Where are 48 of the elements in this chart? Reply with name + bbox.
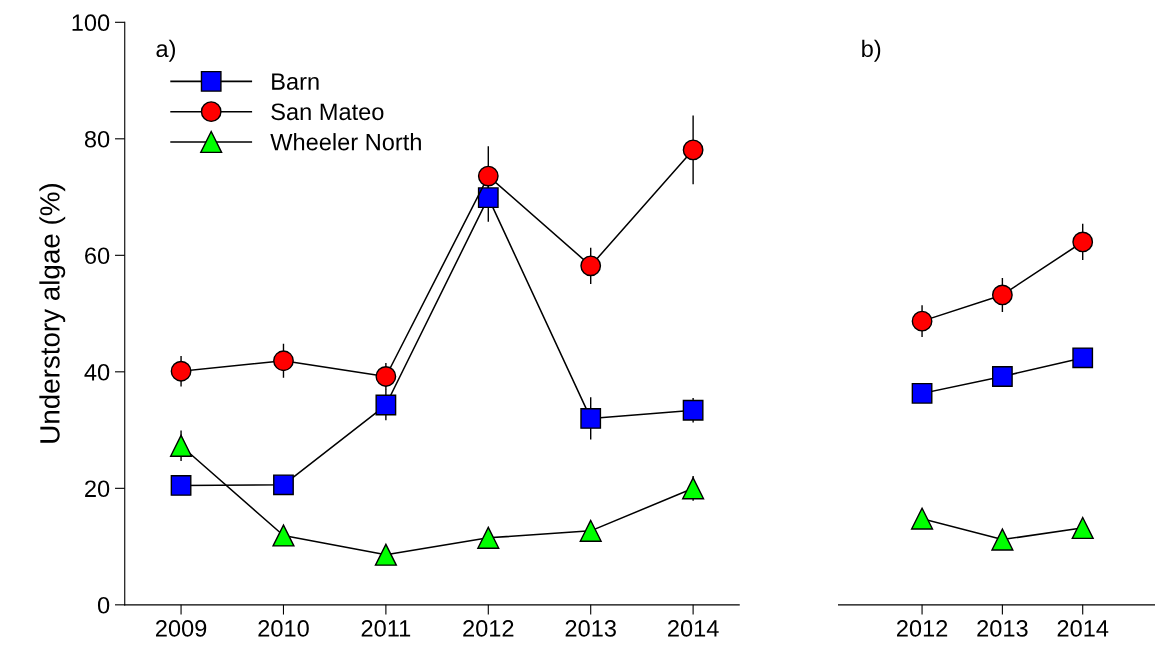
point: [580, 255, 602, 277]
x-tick-label: 2013: [565, 620, 616, 637]
x-tick-label: 2014: [668, 620, 719, 637]
x-tick-label: 2013: [977, 620, 1028, 637]
point: [579, 519, 602, 542]
point: [682, 139, 704, 161]
point: [1072, 231, 1094, 253]
point: [272, 524, 295, 547]
point: [477, 165, 499, 187]
y-tick-label: 0: [97, 596, 110, 614]
x-tick-label: 2014: [1057, 620, 1109, 637]
point: [580, 408, 602, 429]
point: [991, 528, 1014, 551]
x-tick-label: 2011: [361, 620, 411, 637]
point: [477, 187, 499, 209]
legend-label: Barn: [272, 73, 319, 90]
point: [911, 310, 933, 332]
point: [1072, 347, 1094, 369]
point: [170, 474, 192, 496]
point: [169, 434, 193, 457]
x-tick-label: 2012: [463, 620, 514, 637]
y-axis-title: Understory algae (%): [39, 184, 66, 443]
point: [682, 477, 705, 500]
point: [910, 507, 934, 530]
text: b): [862, 39, 881, 62]
x-tick-label: 2009: [155, 620, 207, 637]
point: [911, 382, 933, 404]
point: [1071, 516, 1094, 540]
legend-label: Wheeler North: [270, 133, 421, 151]
point: [682, 399, 704, 421]
point: [273, 474, 294, 496]
y-tick-label: 80: [84, 130, 110, 148]
point: [375, 394, 397, 416]
point: [477, 526, 500, 549]
point: [991, 284, 1013, 306]
y-tick-label: 40: [84, 363, 110, 381]
point: [273, 350, 294, 372]
text: a): [156, 39, 175, 62]
y-tick-label: 20: [85, 480, 110, 498]
point: [375, 366, 397, 387]
legend-label: San Mateo: [271, 103, 384, 121]
x-tick-label: 2010: [258, 620, 309, 637]
y-tick-label: 100: [72, 14, 110, 32]
point: [374, 543, 397, 566]
y-tick-label: 60: [85, 247, 110, 265]
point: [170, 360, 192, 382]
point: [991, 366, 1013, 387]
x-tick-label: 2012: [896, 620, 948, 637]
